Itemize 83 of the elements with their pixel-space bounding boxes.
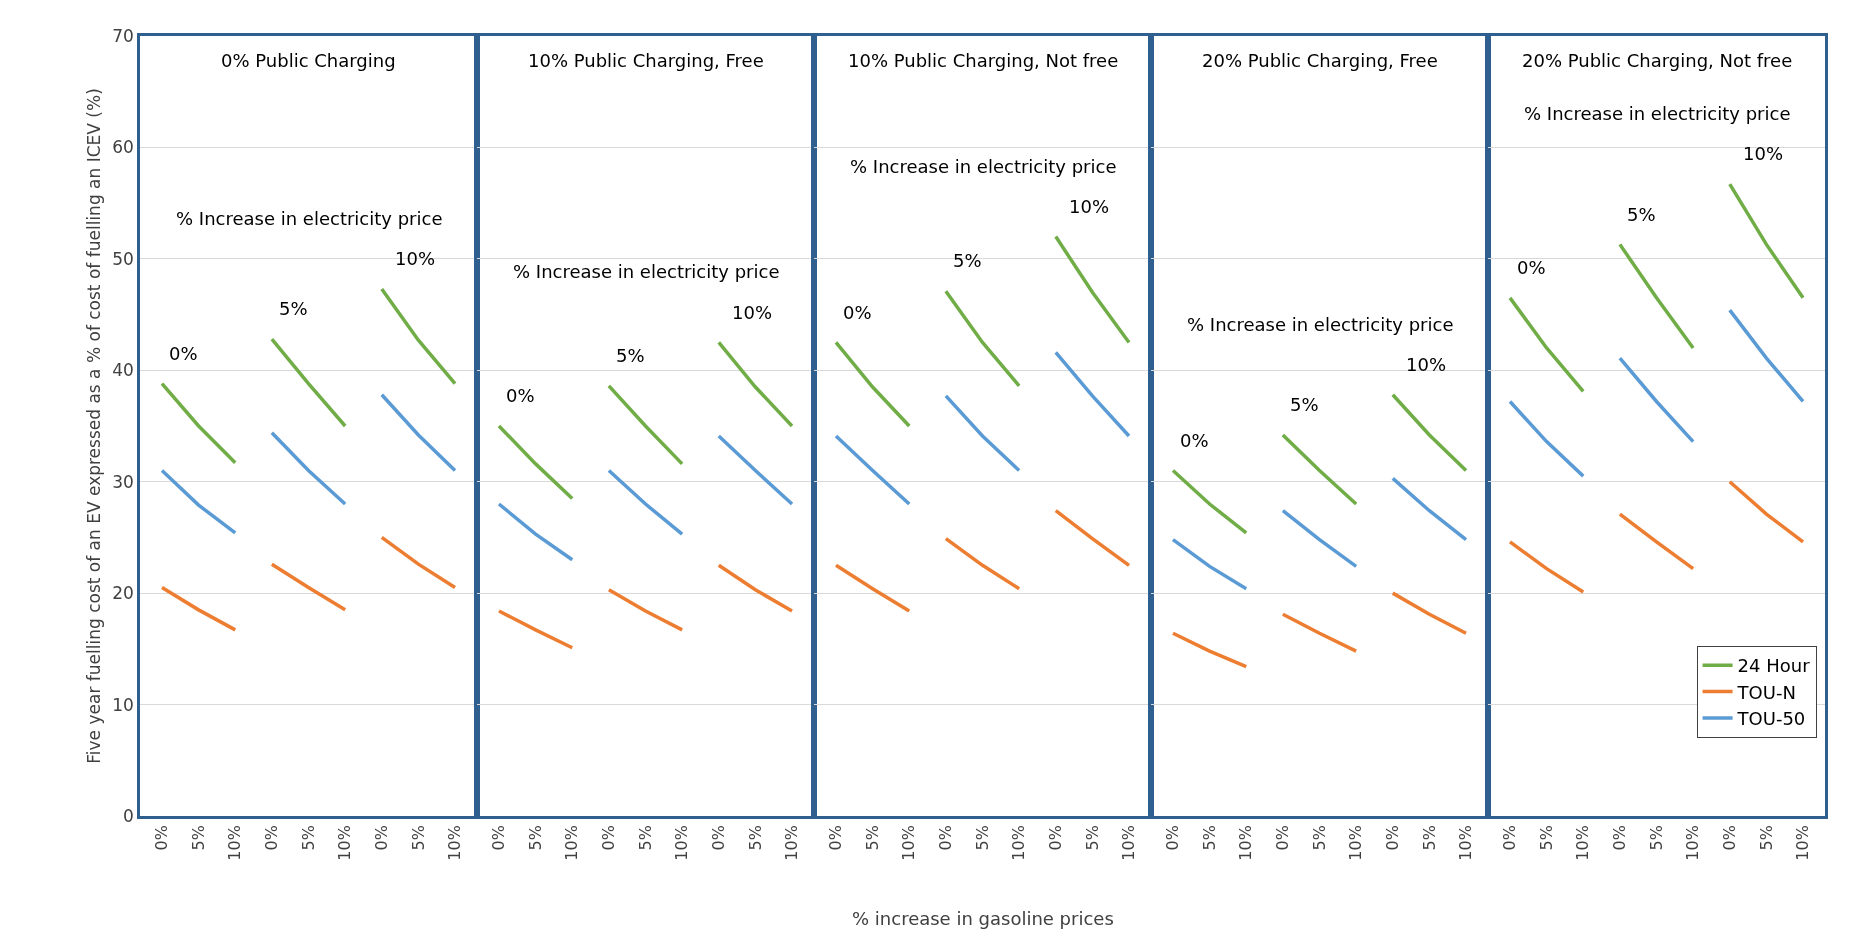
x-tick-label: 0% xyxy=(371,825,391,851)
x-tick-label: 10% xyxy=(1236,825,1256,861)
annotation: 5% xyxy=(1290,394,1319,415)
x-tick-label: 0% xyxy=(1045,825,1065,851)
y-tick-label: 20 xyxy=(112,583,134,604)
x-tick-label: 0% xyxy=(1610,825,1630,851)
annotation: % Increase in electricity price xyxy=(850,156,1117,177)
x-tick-label: 5% xyxy=(525,825,545,851)
legend-label: TOU-50 xyxy=(1736,708,1806,730)
x-tick-label: 10% xyxy=(782,825,802,861)
x-tick-label: 5% xyxy=(1309,825,1329,851)
x-tick-label: 5% xyxy=(298,825,318,851)
text: 10% Public Charging, Not free xyxy=(848,50,1119,71)
x-tick-label: 10% xyxy=(1119,825,1139,861)
x-tick-label: 10% xyxy=(672,825,692,861)
annotation: 0% xyxy=(1517,257,1546,278)
x-tick-label: 5% xyxy=(972,825,992,851)
annotation: % Increase in electricity price xyxy=(1524,103,1791,124)
x-tick-label: 0% xyxy=(1273,825,1293,851)
x-tick-label: 0% xyxy=(936,825,956,851)
annotation: 0% xyxy=(1180,430,1209,451)
x-axis-title: % increase in gasoline prices xyxy=(852,908,1114,929)
x-tick-label: 5% xyxy=(745,825,765,851)
x-tick-label: 10% xyxy=(899,825,919,861)
annotation: 5% xyxy=(953,250,982,271)
x-tick-label: 5% xyxy=(1536,825,1556,851)
legend-label: 24 Hour xyxy=(1737,655,1811,677)
x-tick-label: 5% xyxy=(1646,825,1666,851)
x-tick-label: 5% xyxy=(1756,825,1776,851)
y-tick-label: 0 xyxy=(123,805,134,826)
text: 10% Public Charging, Free xyxy=(528,50,764,71)
x-tick-label: 5% xyxy=(635,825,655,851)
annotation: % Increase in electricity price xyxy=(1187,314,1454,335)
x-tick-label: 5% xyxy=(408,825,428,851)
annotation: 10% xyxy=(1743,143,1784,164)
annotation: 0% xyxy=(843,302,872,323)
y-tick-label: 40 xyxy=(112,360,134,381)
annotation: 5% xyxy=(279,298,308,319)
x-tick-label: 5% xyxy=(1082,825,1102,851)
x-tick-label: 5% xyxy=(1199,825,1219,851)
x-tick-label: 10% xyxy=(1793,825,1813,861)
x-tick-label: 0% xyxy=(1719,825,1739,851)
annotation: 10% xyxy=(1069,196,1110,217)
x-tick-label: 0% xyxy=(1163,825,1183,851)
annotation: 10% xyxy=(1406,354,1447,375)
x-tick-label: 10% xyxy=(335,825,355,861)
x-tick-label: 5% xyxy=(188,825,208,851)
text: 20% Public Charging, Not free xyxy=(1522,50,1793,71)
x-tick-label: 0% xyxy=(826,825,846,851)
x-tick-label: 0% xyxy=(152,825,172,851)
x-tick-label: 10% xyxy=(1683,825,1703,861)
y-tick-label: 60 xyxy=(112,137,134,158)
x-tick-label: 0% xyxy=(708,825,728,851)
x-tick-label: 0% xyxy=(1500,825,1520,851)
x-tick-label: 0% xyxy=(262,825,282,851)
y-axis-title: Five year fuelling cost of an EV expressed as a % of cost of fuelling an ICEV (%) xyxy=(83,88,104,764)
annotation: % Increase in electricity price xyxy=(176,208,443,229)
text: 0% Public Charging xyxy=(221,50,396,71)
x-tick-label: 5% xyxy=(862,825,882,851)
x-tick-label: 10% xyxy=(1573,825,1593,861)
x-tick-label: 0% xyxy=(599,825,619,851)
x-tick-label: 10% xyxy=(225,825,245,861)
annotation: 0% xyxy=(506,385,535,406)
y-tick-label: 30 xyxy=(112,471,134,492)
annotation: % Increase in electricity price xyxy=(513,261,780,282)
x-tick-label: 0% xyxy=(1382,825,1402,851)
text: 20% Public Charging, Free xyxy=(1202,50,1438,71)
x-tick-label: 10% xyxy=(1009,825,1029,861)
y-tick-label: 10 xyxy=(112,694,134,715)
x-tick-label: 5% xyxy=(1419,825,1439,851)
x-tick-label: 10% xyxy=(1456,825,1476,861)
y-tick-label: 70 xyxy=(112,25,134,46)
x-tick-label: 10% xyxy=(562,825,582,861)
x-tick-label: 10% xyxy=(1346,825,1366,861)
annotation: 5% xyxy=(616,345,645,366)
annotation: 0% xyxy=(169,343,198,364)
annotation: 10% xyxy=(395,248,436,269)
x-tick-label: 10% xyxy=(445,825,465,861)
x-tick-label: 0% xyxy=(489,825,509,851)
y-tick-label: 50 xyxy=(112,248,134,269)
annotation: 5% xyxy=(1627,204,1656,225)
annotation: 10% xyxy=(732,302,773,323)
legend-label: TOU-N xyxy=(1736,681,1796,703)
